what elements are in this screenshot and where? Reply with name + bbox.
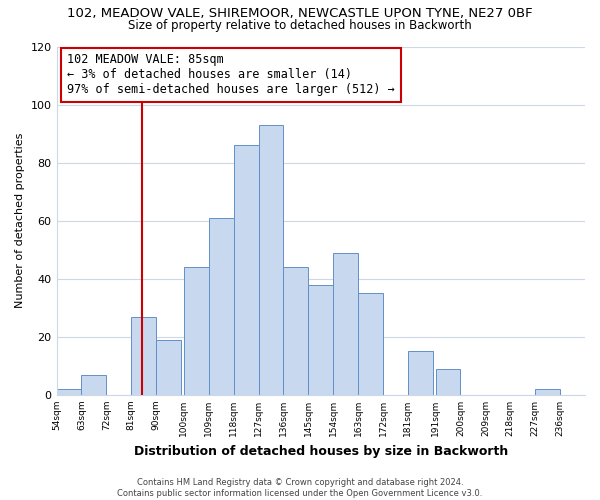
Bar xyxy=(408,352,433,395)
Bar xyxy=(131,316,156,395)
Bar xyxy=(82,374,106,395)
Bar xyxy=(333,252,358,395)
Y-axis label: Number of detached properties: Number of detached properties xyxy=(15,133,25,308)
Bar xyxy=(283,267,308,395)
Bar xyxy=(209,218,233,395)
Bar xyxy=(233,145,259,395)
Bar xyxy=(535,389,560,395)
Bar xyxy=(358,294,383,395)
Bar xyxy=(259,125,283,395)
Bar xyxy=(56,389,82,395)
Bar xyxy=(436,369,460,395)
Text: 102 MEADOW VALE: 85sqm
← 3% of detached houses are smaller (14)
97% of semi-deta: 102 MEADOW VALE: 85sqm ← 3% of detached … xyxy=(67,54,395,96)
Bar xyxy=(156,340,181,395)
Bar xyxy=(308,284,333,395)
Text: Size of property relative to detached houses in Backworth: Size of property relative to detached ho… xyxy=(128,19,472,32)
Bar xyxy=(184,267,209,395)
X-axis label: Distribution of detached houses by size in Backworth: Distribution of detached houses by size … xyxy=(134,444,508,458)
Text: Contains HM Land Registry data © Crown copyright and database right 2024.
Contai: Contains HM Land Registry data © Crown c… xyxy=(118,478,482,498)
Text: 102, MEADOW VALE, SHIREMOOR, NEWCASTLE UPON TYNE, NE27 0BF: 102, MEADOW VALE, SHIREMOOR, NEWCASTLE U… xyxy=(67,8,533,20)
